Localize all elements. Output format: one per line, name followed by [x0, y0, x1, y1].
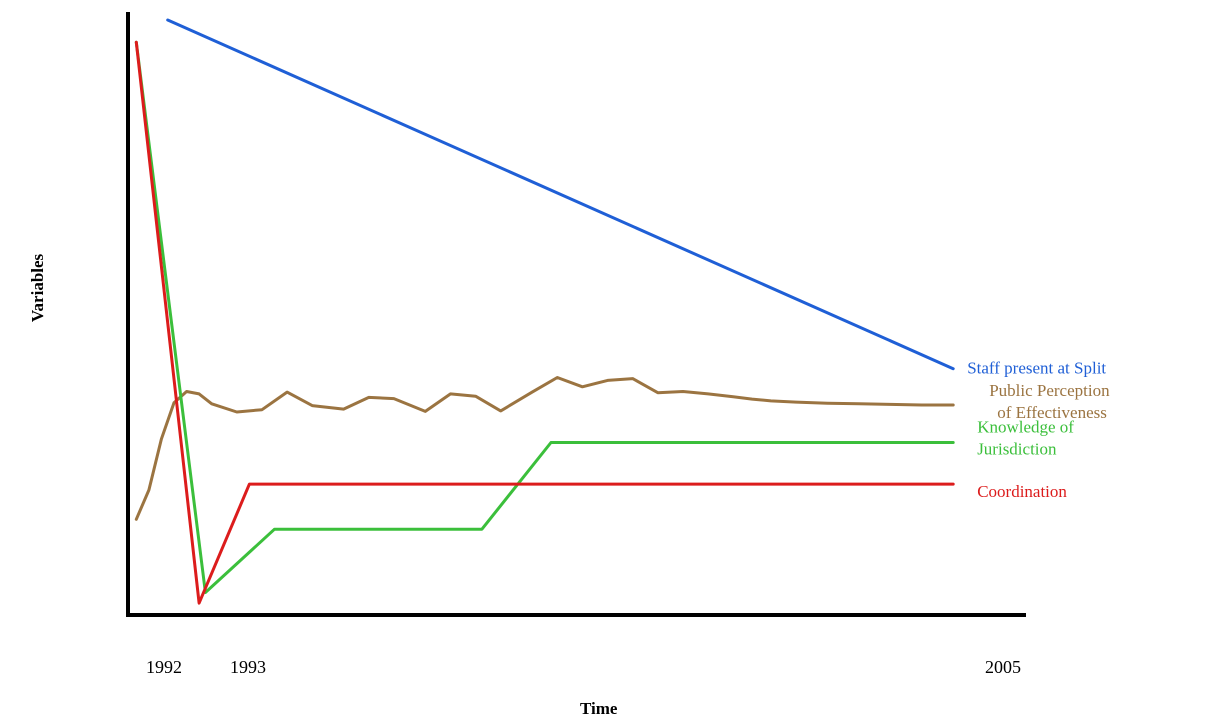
series-label-line: Knowledge of	[977, 418, 1074, 437]
series-label-line: Public Perception	[989, 381, 1110, 400]
x-tick-label: 1993	[230, 657, 266, 677]
series-label-line: Jurisdiction	[977, 440, 1057, 459]
x-tick-label: 1992	[146, 657, 182, 677]
series-label-coordination: Coordination	[977, 482, 1067, 501]
series-label-public-perception-of-effectiveness: Public Perception of Effectiveness	[989, 381, 1110, 422]
x-axis-title: Time	[580, 699, 618, 718]
series-line-public-perception-of-effectiveness	[134, 376, 955, 521]
series-line-staff-present-at-split	[166, 18, 955, 371]
series-label-line: Coordination	[977, 482, 1067, 501]
label-layer: Staff present at Split Public Perception o…	[967, 359, 1110, 501]
y-axis-title: Variables	[28, 253, 47, 322]
series-label-line: of Effectiveness	[997, 403, 1107, 422]
series-line-knowledge-of-jurisdiction	[134, 40, 955, 594]
series-label-staff-present-at-split: Staff present at Split	[967, 359, 1106, 378]
series-label-line: Staff present at Split	[967, 359, 1106, 378]
x-tick-label: 2005	[985, 657, 1021, 677]
series-line-coordination	[134, 40, 955, 605]
series-layer	[134, 18, 955, 605]
series-label-knowledge-of-jurisdiction: Knowledge of Jurisdiction	[977, 418, 1074, 459]
